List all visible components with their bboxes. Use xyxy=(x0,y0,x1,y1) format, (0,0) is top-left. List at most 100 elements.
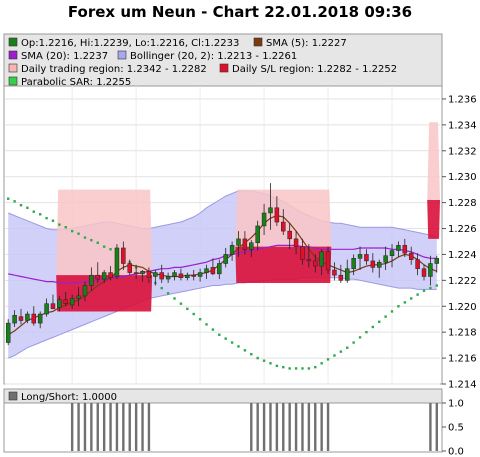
sub-y-tick-label: 0.0 xyxy=(448,447,464,457)
legend-sar: Parabolic SAR: 1.2255 xyxy=(21,77,131,88)
candle-body xyxy=(31,313,37,324)
sar-point xyxy=(102,245,106,248)
candle-body xyxy=(306,259,312,262)
candle-body xyxy=(44,303,49,315)
longshort-bar xyxy=(307,403,311,451)
candle-body xyxy=(204,268,209,273)
legend-longshort: Long/Short: 1.0000 xyxy=(21,392,117,403)
y-tick-label: 1.230 xyxy=(448,172,477,183)
candle-body xyxy=(185,274,190,279)
sar-point xyxy=(90,238,93,242)
sar-point xyxy=(390,310,394,313)
longshort-bar xyxy=(275,403,279,451)
trading-region-3 xyxy=(427,122,440,201)
sar-point xyxy=(64,226,67,229)
candle-body xyxy=(18,316,24,321)
sar-point xyxy=(429,286,432,290)
sl-region-2 xyxy=(235,246,332,283)
legend-bollinger-swatch xyxy=(117,50,127,60)
longshort-bar xyxy=(320,403,323,451)
longshort-bar xyxy=(70,403,74,451)
candle-body xyxy=(370,260,376,268)
sar-point xyxy=(397,305,400,308)
y-tick-label: 1.218 xyxy=(448,328,477,339)
candle-body xyxy=(127,263,132,273)
candle-body xyxy=(402,245,408,254)
candle-body xyxy=(25,313,30,321)
longshort-bar xyxy=(96,403,99,451)
candle-body xyxy=(153,272,158,277)
y-tick-label: 1.216 xyxy=(448,354,477,365)
legend-sma20-swatch xyxy=(8,50,18,60)
candle-body xyxy=(101,272,107,280)
legend-sma5: SMA (5): 1.2227 xyxy=(266,38,347,49)
longshort-bar xyxy=(77,403,80,451)
legend-trading-region: Daily trading region: 1.2342 - 1.2282 xyxy=(21,64,207,75)
sar-point xyxy=(109,248,112,251)
candle-body xyxy=(82,285,88,297)
candle-body xyxy=(50,303,56,310)
sar-point xyxy=(435,284,439,287)
candle-body xyxy=(428,263,433,277)
sub-y-tick-label: 1.0 xyxy=(448,399,464,410)
sar-point xyxy=(256,356,259,360)
sar-point xyxy=(358,336,362,339)
sar-point xyxy=(339,350,343,353)
sub-legend: Long/Short: 1.0000 xyxy=(3,388,443,404)
candle-body xyxy=(383,255,388,263)
sar-point xyxy=(282,365,285,369)
y-tick-label: 1.214 xyxy=(448,380,477,391)
main-plot-layer xyxy=(5,122,440,370)
longshort-bar xyxy=(147,403,151,451)
candle-body xyxy=(300,246,305,260)
candle-body xyxy=(236,238,241,246)
sar-point xyxy=(320,362,323,365)
longshort-bar xyxy=(288,403,291,451)
candle-body xyxy=(210,267,216,275)
sar-point xyxy=(378,320,381,324)
candle-body xyxy=(197,272,203,277)
candle-body xyxy=(249,242,254,250)
candle-body xyxy=(133,272,139,275)
longshort-bar xyxy=(250,403,253,451)
longshort-bar xyxy=(134,403,138,451)
sar-point xyxy=(70,229,74,233)
candle-body xyxy=(37,313,43,324)
main-y-axis: 1.214 1.216 1.218 1.220 1.222 1.224 1.226 1.228… xyxy=(442,94,477,391)
candle-body xyxy=(287,230,292,240)
longshort-bar xyxy=(90,403,93,451)
sar-point xyxy=(19,204,23,207)
sar-point xyxy=(269,362,272,365)
sar-point xyxy=(218,333,221,336)
sar-point xyxy=(333,354,336,357)
longshort-bar xyxy=(314,403,317,451)
sar-point xyxy=(352,341,355,344)
sar-point xyxy=(6,197,10,200)
candle-body xyxy=(159,272,164,280)
longshort-bar xyxy=(141,403,144,451)
candle-body xyxy=(293,238,299,247)
legend-sl-region: Daily S/L region: 1.2282 - 1.2252 xyxy=(232,64,397,75)
longshort-bar xyxy=(294,403,298,451)
legend-sar-swatch xyxy=(8,76,18,86)
candle-body xyxy=(172,272,177,277)
sar-point xyxy=(45,216,48,220)
candle-body xyxy=(332,269,337,276)
candle-body xyxy=(396,245,401,251)
candle-body xyxy=(421,268,427,277)
sar-point xyxy=(192,312,195,316)
candle-body xyxy=(108,272,113,279)
candle-body xyxy=(223,254,228,264)
candle-body xyxy=(274,207,280,223)
sar-point xyxy=(250,353,253,356)
sar-point xyxy=(294,367,298,370)
candle-body xyxy=(165,276,171,280)
sub-y-tick-label: 0.5 xyxy=(448,423,464,434)
candle-body xyxy=(69,298,75,306)
candle-body xyxy=(146,271,152,279)
candle-body xyxy=(364,254,369,262)
candle-body xyxy=(114,247,120,277)
sar-point xyxy=(198,318,202,321)
trading-region-1 xyxy=(56,189,153,276)
